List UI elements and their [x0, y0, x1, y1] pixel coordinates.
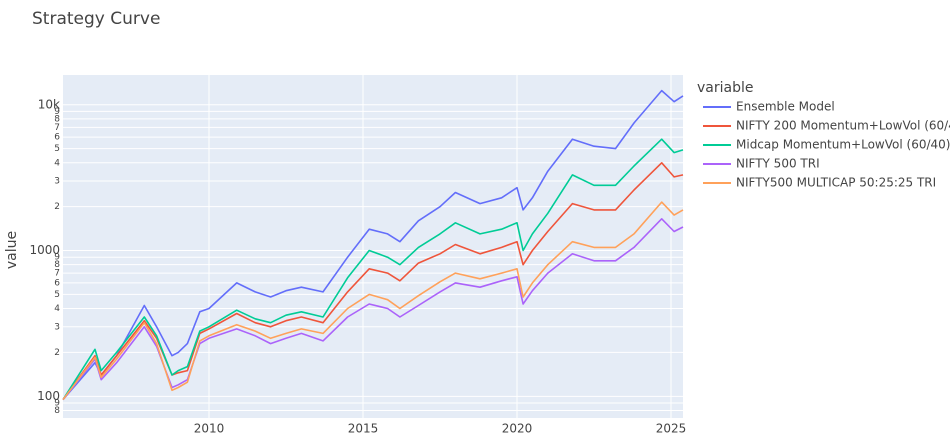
y-tick-label: 4 — [54, 158, 60, 168]
y-tick-label: 7 — [54, 269, 60, 279]
x-tick-label: 2010 — [194, 422, 225, 436]
y-tick-label: 6 — [54, 278, 60, 288]
y-tick-label: 2 — [54, 202, 60, 212]
y-tick-label: 1000 — [29, 243, 60, 257]
y-tick-label: 8 — [54, 260, 60, 270]
series-line — [62, 89, 684, 401]
x-tick-label: 2015 — [348, 422, 379, 436]
y-tick-label: 8 — [54, 406, 60, 416]
legend-title: variable — [697, 80, 753, 96]
series-line — [62, 138, 684, 401]
y-tick-label: 6 — [54, 133, 60, 143]
y-axis-label: value — [4, 231, 20, 269]
series-line — [62, 201, 684, 401]
y-tick-label: 3 — [54, 322, 60, 332]
x-tick-label: 2025 — [656, 422, 687, 436]
legend-label: NIFTY500 MULTICAP 50:25:25 TRI — [736, 176, 936, 190]
y-tick-label: 9 — [54, 398, 60, 408]
y-tick-label: 2 — [54, 348, 60, 358]
chart-title: Strategy Curve — [32, 9, 160, 29]
y-tick-label: 100 — [37, 389, 60, 403]
y-tick-label: 5 — [54, 290, 60, 300]
legend-label: NIFTY 200 Momentum+LowVol (60/40) — [736, 119, 950, 133]
y-tick-label: 4 — [54, 304, 60, 314]
legend-label: NIFTY 500 TRI — [736, 157, 820, 171]
y-tick-label: 9 — [54, 253, 60, 263]
x-tick-label: 2020 — [502, 422, 533, 436]
legend-label: Ensemble Model — [736, 100, 835, 114]
series-line — [62, 218, 684, 401]
y-tick-label: 8 — [54, 114, 60, 124]
legend-label: Midcap Momentum+LowVol (60/40) — [736, 138, 950, 152]
y-tick-label: 7 — [54, 123, 60, 133]
y-tick-label: 10k — [38, 97, 60, 111]
y-tick-label: 5 — [54, 144, 60, 154]
y-tick-label: 9 — [54, 107, 60, 117]
y-tick-label: 3 — [54, 176, 60, 186]
